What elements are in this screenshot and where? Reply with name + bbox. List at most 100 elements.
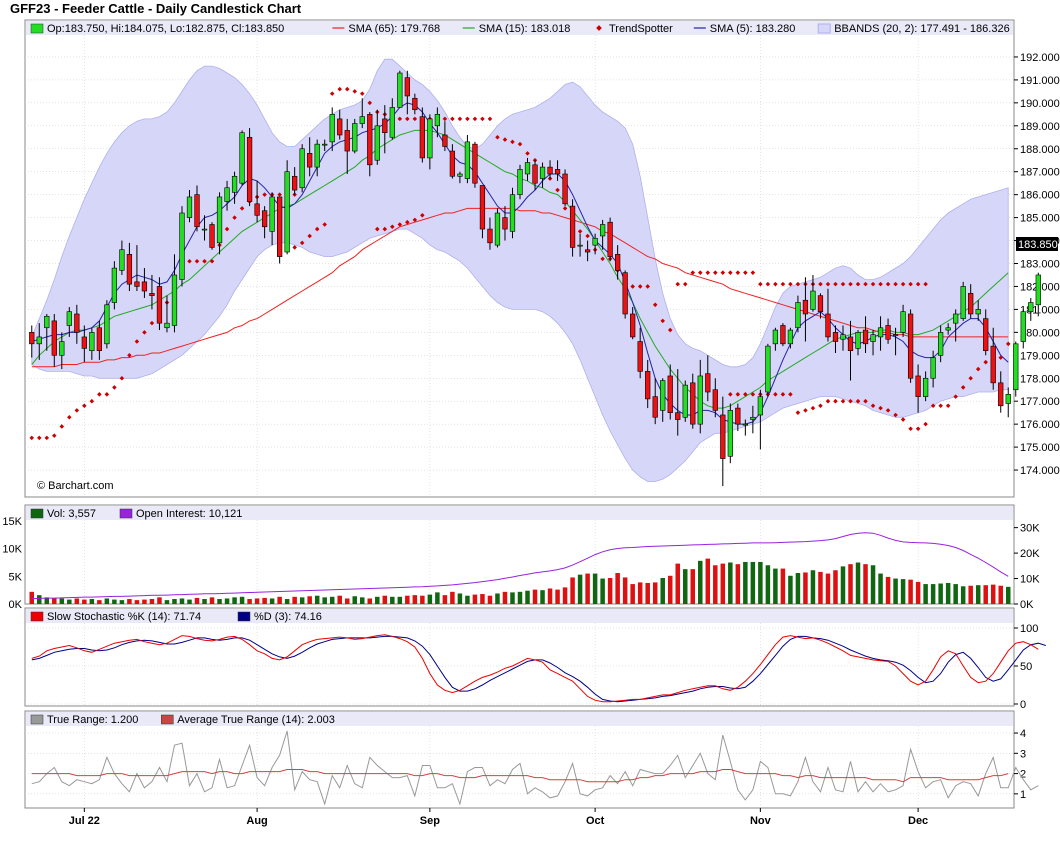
- volume-bar: [870, 565, 876, 604]
- trendspotter-dot: [825, 398, 831, 404]
- trendspotter-dot: [127, 353, 132, 358]
- trendspotter-dot: [104, 392, 110, 397]
- volume-bar: [525, 590, 530, 604]
- candle-body: [870, 334, 876, 342]
- trendspotter-dot: [878, 405, 883, 411]
- panel-frame-tr: [24, 710, 1015, 809]
- stochastic-panel: 0 50 100 Slow Stochastic %K (14): 71.74 %D (…: [25, 611, 1046, 711]
- candle-body: [134, 281, 140, 287]
- trendspotter-dot: [788, 392, 793, 397]
- volume-bar: [975, 585, 981, 604]
- trendspotter-dot: [382, 226, 388, 232]
- trendspotter-dot: [900, 417, 906, 422]
- volume-bar: [803, 572, 808, 604]
- candle-body: [840, 334, 846, 340]
- candle-body: [615, 254, 621, 271]
- trendspotter-dot: [667, 327, 673, 333]
- candle-body: [862, 329, 869, 345]
- volume-bar: [127, 599, 132, 604]
- volume-bar: [555, 589, 560, 604]
- volume-bar: [848, 564, 853, 604]
- trendspotter-dot: [825, 281, 831, 287]
- trendspotter-dot: [735, 270, 741, 275]
- trendspotter-dot: [968, 375, 973, 381]
- volume-bar: [773, 568, 778, 604]
- volume-bar: [375, 596, 380, 604]
- trendspotter-dot: [743, 270, 748, 275]
- volume-bar: [818, 571, 823, 604]
- candle-body: [1028, 302, 1034, 312]
- volume-bar: [690, 569, 696, 604]
- candle-body: [892, 334, 899, 336]
- volume-bar: [885, 576, 891, 604]
- volume-legend-swatch: [119, 508, 133, 519]
- price-tick-label: 180.000: [1020, 327, 1060, 339]
- trendspotter-dot: [870, 403, 876, 409]
- volume-bar: [487, 595, 493, 604]
- candle-body: [352, 123, 358, 152]
- volume-bar: [390, 596, 395, 604]
- x-tick-label: Sep: [420, 815, 440, 827]
- trendspotter-dot: [765, 281, 771, 287]
- trendspotter-dot: [780, 392, 786, 397]
- volume-bar: [705, 558, 711, 604]
- volume-bar: [37, 595, 42, 604]
- price-tick-label: 175.000: [1020, 442, 1060, 454]
- candle-body: [389, 107, 395, 138]
- chart-title: GFF23 - Feeder Cattle - Daily Candlestic…: [10, 1, 302, 16]
- volume-bar: [502, 591, 508, 604]
- trendspotter-dot: [900, 281, 906, 287]
- volume-bar: [209, 597, 215, 604]
- tr-legend-text: Average True Range (14): 2.003: [177, 714, 335, 726]
- legend-bar-stoch: [26, 609, 1013, 623]
- price-legend-swatch: [817, 23, 831, 34]
- candle-body: [179, 212, 185, 280]
- candle-body: [216, 196, 223, 244]
- trendspotter-dot: [818, 281, 823, 287]
- candle-body: [569, 205, 576, 248]
- trendspotter-dot: [277, 192, 282, 197]
- volume-bar: [367, 598, 373, 604]
- volume-bar: [788, 575, 793, 604]
- candle-body: [29, 332, 35, 345]
- volume-bar: [435, 592, 440, 604]
- trendspotter-dot: [863, 398, 868, 404]
- volume-bar: [284, 599, 290, 604]
- tr-tick-label: 4: [1020, 728, 1026, 740]
- trendspotter-dot: [209, 258, 215, 264]
- trendspotter-dot: [833, 281, 838, 287]
- candle-body: [292, 175, 298, 191]
- volume-right-tick: 30K: [1020, 523, 1040, 535]
- candle-body: [690, 382, 696, 425]
- candle-body: [442, 134, 448, 147]
- volume-bar: [194, 597, 200, 604]
- stoch-tick-label: 100: [1020, 623, 1038, 635]
- candle-body: [479, 185, 486, 230]
- trendspotter-dot: [938, 403, 943, 409]
- stoch-tick-label: 50: [1020, 661, 1032, 673]
- volume-bar: [405, 595, 410, 604]
- volume-bar: [472, 594, 478, 604]
- trendspotter-dot: [773, 281, 778, 287]
- candle-body: [547, 166, 553, 175]
- volume-bar: [728, 562, 733, 604]
- legend-bar-price: [26, 21, 1013, 35]
- volume-bar: [915, 581, 921, 604]
- candle-body: [802, 299, 809, 315]
- trendspotter-dot: [457, 116, 463, 122]
- candle-body: [592, 237, 598, 246]
- candle-body: [607, 221, 613, 257]
- candle-body: [472, 143, 478, 184]
- candle-body: [156, 286, 163, 324]
- volume-bar: [277, 596, 282, 604]
- price-tick-label: 189.000: [1020, 121, 1060, 133]
- volume-bar: [224, 598, 230, 604]
- candle-body: [74, 313, 80, 333]
- volume-bar: [187, 599, 192, 604]
- candle-body: [299, 148, 305, 189]
- volume-bar: [990, 584, 996, 604]
- volume-bar: [44, 597, 50, 604]
- volume-bar: [442, 595, 448, 604]
- volume-bar: [329, 596, 335, 604]
- volume-bar: [1005, 586, 1011, 604]
